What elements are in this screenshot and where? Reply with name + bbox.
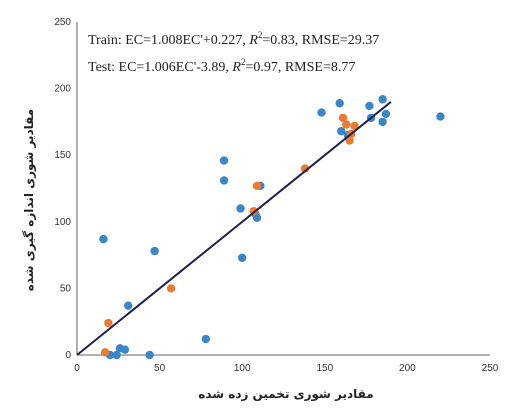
y-tick-label: 100 (54, 217, 71, 228)
data-points (99, 95, 445, 360)
train-point (337, 127, 346, 136)
y-tick-label: 50 (60, 283, 72, 294)
fit-line (76, 101, 392, 356)
train-point (238, 253, 247, 262)
train-point (145, 350, 154, 360)
train-point (219, 176, 229, 185)
train-point (124, 301, 133, 310)
y-tick-label: 200 (54, 84, 71, 95)
train-point (99, 234, 108, 244)
train-point (112, 350, 121, 360)
tick-labels: 0 50 100 150 200 250 0 50 100 150 200 250 (54, 17, 498, 374)
test-point (166, 284, 176, 293)
test-point (100, 348, 110, 357)
train-point (201, 334, 211, 344)
test-point (104, 318, 113, 328)
y-tick-label: 150 (54, 150, 71, 161)
y-tick-label: 0 (65, 350, 71, 361)
train-point (150, 246, 159, 256)
test-point (338, 113, 348, 123)
train-point (378, 117, 387, 127)
x-tick-label: 150 (316, 363, 333, 374)
y-axis-title: مقادیر شوری اندازه گیری شده (22, 109, 37, 291)
y-tick-label: 250 (54, 17, 71, 28)
train-point (436, 112, 445, 121)
x-tick-label: 0 (74, 363, 80, 374)
x-tick-label: 200 (399, 363, 416, 374)
train-point (219, 156, 229, 165)
test-point (350, 121, 359, 131)
train-point (381, 109, 391, 119)
x-tick-label: 100 (234, 363, 251, 374)
train-point (335, 99, 344, 108)
test-point (345, 136, 354, 145)
train-point (317, 108, 326, 117)
test-point (342, 120, 351, 129)
train-point (236, 204, 245, 213)
x-tick-label: 250 (482, 363, 499, 374)
train-point (120, 345, 130, 354)
train-equation: Train: EC=1.008EC'+0.227, R2=0.83, RMSE=… (88, 30, 379, 48)
x-tick-label: 50 (154, 363, 166, 374)
train-point (252, 213, 262, 223)
train-point (378, 95, 387, 104)
test-point (252, 181, 262, 191)
x-axis-title: مقادیر شوری تخمین زده شده (198, 387, 374, 402)
train-point (365, 101, 374, 111)
test-equation: Test: EC=1.006EC'-3.89, R2=0.97, RMSE=8.… (88, 57, 355, 75)
